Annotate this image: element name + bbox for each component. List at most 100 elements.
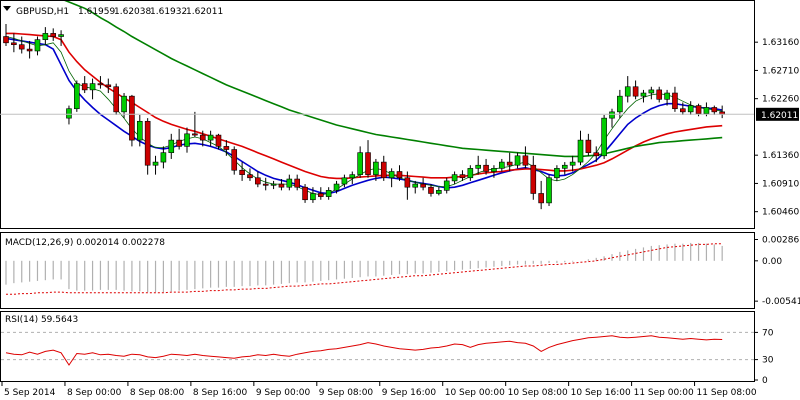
bull-candle-body — [152, 161, 159, 166]
bull-candle-body — [168, 139, 175, 153]
candle — [317, 187, 324, 200]
candle — [672, 86, 678, 112]
bear-candle-body — [255, 177, 261, 185]
bear-candle-body — [672, 92, 678, 110]
candle — [506, 152, 513, 172]
bull-candle-body — [546, 177, 552, 204]
bull-candle-body — [58, 34, 64, 37]
time-tick-label: 9 Sep 08:00 — [319, 388, 374, 398]
candle — [687, 101, 694, 115]
candle — [74, 80, 80, 112]
candle — [577, 130, 584, 166]
candle — [349, 171, 356, 185]
candle — [514, 152, 521, 169]
bull-candle-body — [601, 117, 607, 157]
candle — [499, 158, 505, 172]
bear-candle-body — [97, 83, 104, 86]
candle — [491, 165, 497, 178]
bear-candle-body — [483, 164, 489, 172]
candle — [144, 118, 151, 175]
candle — [593, 146, 600, 163]
bull-candle-body — [514, 155, 521, 166]
bull-candle-body — [687, 105, 694, 113]
time-tick-label: 10 Sep 00:00 — [445, 388, 505, 398]
price-tick-label: 1.62260 — [762, 95, 799, 105]
candle — [176, 128, 182, 150]
candle — [97, 76, 104, 89]
bear-candle-body — [302, 186, 308, 201]
candle — [34, 36, 41, 56]
time-tick-label: 9 Sep 16:00 — [382, 388, 437, 398]
candle — [262, 177, 269, 191]
rsi-tick-label: 30 — [762, 356, 774, 366]
candle — [26, 40, 33, 59]
candle — [475, 155, 482, 175]
candle — [42, 27, 49, 45]
candle — [483, 158, 489, 175]
bear-candle-body — [380, 161, 387, 179]
bull-candle-body — [569, 161, 576, 166]
bear-candle-body — [711, 107, 718, 113]
last-price-badge: 1.62011 — [756, 107, 799, 121]
candle — [18, 36, 25, 54]
time-tick-label: 9 Sep 00:00 — [256, 388, 311, 398]
candle — [538, 180, 544, 210]
bull-candle-body — [207, 134, 214, 141]
price-tick-label: 1.60910 — [762, 179, 799, 189]
bull-candle-body — [66, 108, 72, 119]
bear-candle-body — [105, 84, 112, 88]
macd-axis: 0.00286 0.00 -0.005414 — [754, 236, 800, 307]
bull-candle-body — [648, 89, 655, 94]
candle — [192, 111, 198, 137]
price-axis: 1.63160 1.62710 1.62260 1.61360 1.60910 1.604… — [754, 38, 799, 218]
symbol-header: GBPUSD,H1 — [16, 7, 69, 17]
bull-candle-body — [475, 164, 482, 169]
candle — [286, 174, 293, 191]
candle — [404, 171, 411, 200]
price-panel: GBPUSD,H1 1.61959 1.62038 1.61932 1.6201… — [0, 0, 799, 229]
last-price-label: 1.62011 — [761, 111, 798, 121]
bull-candle-body — [42, 33, 49, 40]
candle — [89, 78, 96, 100]
bear-candle-body — [239, 169, 245, 175]
bear-candle-body — [522, 155, 529, 166]
macd-tick-label: -0.005414 — [762, 297, 800, 307]
bear-candle-body — [223, 146, 230, 150]
bear-candle-body — [294, 178, 300, 188]
time-tick-label: 5 Sep 2014 — [4, 388, 56, 398]
candle — [554, 165, 560, 181]
candle — [136, 115, 143, 147]
bull-candle-body — [554, 168, 560, 179]
candle — [467, 165, 474, 181]
bear-candle-body — [404, 177, 411, 188]
candle — [617, 89, 623, 119]
candle — [239, 162, 245, 181]
bear-candle-body — [176, 139, 182, 147]
bull-candle-body — [357, 152, 363, 175]
bear-candle-body — [396, 171, 403, 179]
bull-candle-body — [703, 107, 710, 115]
candle — [152, 155, 159, 175]
bear-candle-body — [420, 183, 426, 188]
candle — [215, 133, 222, 150]
candle — [223, 140, 230, 156]
bull-candle-body — [121, 95, 127, 113]
bull-candle-body — [436, 190, 442, 194]
candle — [380, 155, 387, 181]
candle — [50, 28, 57, 41]
collapse-triangle-icon[interactable] — [3, 6, 11, 11]
rsi-tick-label: 70 — [762, 328, 774, 338]
candle — [640, 89, 647, 103]
candle — [113, 83, 119, 115]
candle — [561, 162, 568, 175]
bull-candle-body — [412, 183, 419, 188]
bull-candle-body — [89, 83, 96, 91]
candle — [294, 174, 300, 191]
candle — [341, 174, 348, 188]
time-tick-label: 10 Sep 08:00 — [508, 388, 568, 398]
bull-candle-body — [443, 180, 450, 191]
bear-candle-body — [81, 83, 88, 91]
candle — [365, 140, 371, 178]
bull-candle-body — [624, 86, 631, 97]
